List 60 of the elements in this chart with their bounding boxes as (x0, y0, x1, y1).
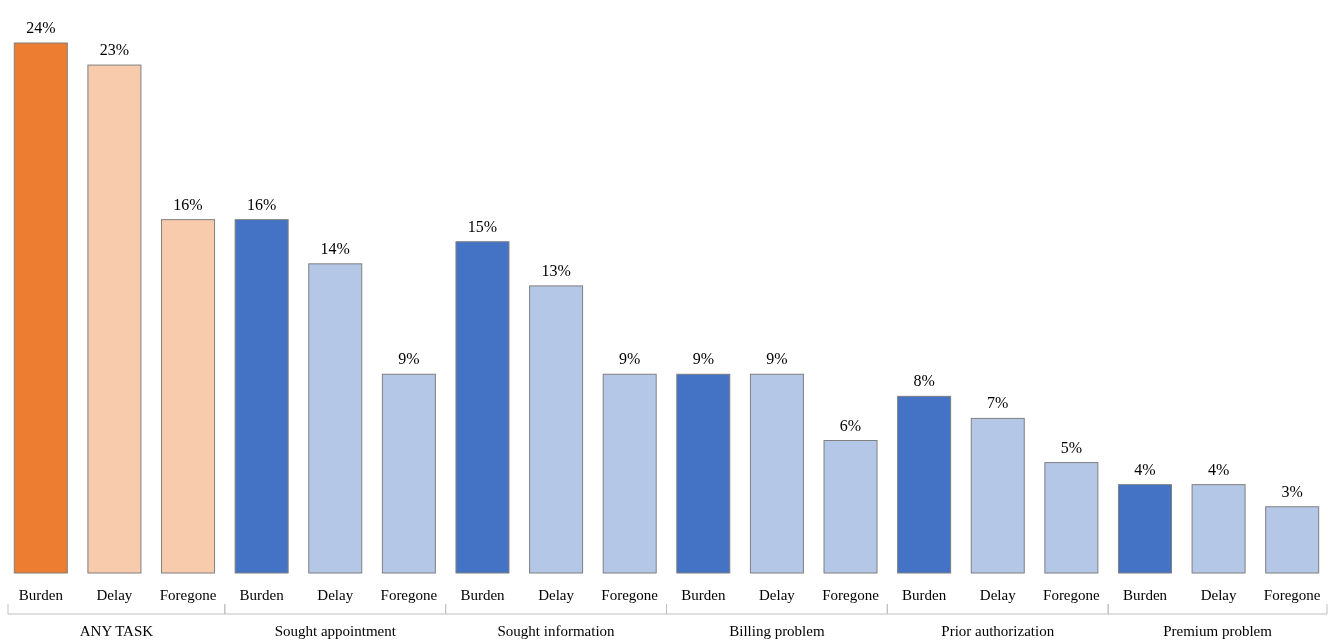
text: ANY TASK (79, 623, 154, 639)
data-label: 9% (619, 350, 641, 368)
data-label: 9% (398, 350, 420, 368)
bar (455, 241, 510, 574)
data-label: 23% (99, 41, 130, 59)
x-tick-label: Foregone (1263, 586, 1321, 603)
data-label: 16% (246, 195, 277, 213)
bar (161, 219, 216, 574)
x-tick-label: Burden (18, 586, 64, 603)
x-tick-label: Foregone (159, 586, 217, 603)
x-tick-label: Foregone (822, 586, 880, 603)
x-tick-label: Burden (902, 586, 947, 603)
x-tick-label: Foregone (380, 586, 438, 603)
bar (1117, 484, 1172, 574)
data-label: 8% (913, 372, 935, 390)
data-label: 24% (26, 19, 56, 36)
bar (823, 440, 878, 574)
bar (970, 417, 1025, 574)
bar (676, 373, 731, 574)
x-tick-label: Burden (239, 586, 285, 603)
data-label: 16% (173, 195, 203, 213)
x-tick-label: Delay (96, 586, 133, 603)
bar (1191, 484, 1246, 574)
data-label: 4% (1207, 460, 1230, 478)
text: Premium problem (1163, 623, 1273, 639)
data-label: 14% (320, 239, 350, 257)
x-tick-label: Delay (1200, 586, 1237, 603)
x-tick-label: Delay (317, 586, 354, 603)
bar (897, 395, 952, 574)
data-label: 6% (839, 416, 862, 434)
data-label: 13% (541, 261, 571, 279)
data-label: 3% (1281, 482, 1303, 500)
text: Prior authorization (941, 623, 1055, 639)
bar (234, 219, 289, 574)
data-label: 9% (766, 350, 788, 368)
bar (602, 373, 657, 574)
bar (87, 64, 142, 574)
x-tick-label: Delay (979, 586, 1017, 603)
bar (749, 373, 804, 574)
data-label: 4% (1134, 460, 1156, 478)
bar (1265, 506, 1320, 574)
data-label: 5% (1060, 438, 1083, 456)
bar (381, 373, 436, 574)
x-tick-label: Burden (681, 586, 726, 603)
data-label: 7% (987, 394, 1009, 412)
x-tick-label: Foregone (1043, 586, 1101, 603)
bar (1044, 462, 1099, 574)
data-label: 15% (467, 217, 498, 235)
x-tick-label: Foregone (601, 586, 659, 603)
x-tick-label: Delay (538, 586, 575, 603)
text: Billing problem (729, 623, 825, 639)
text: Sought information (497, 623, 616, 639)
bar (13, 42, 68, 574)
x-tick-label: Burden (460, 586, 506, 603)
data-label: 9% (692, 350, 714, 368)
bar (308, 263, 363, 574)
text: Sought appointment (274, 623, 397, 639)
x-tick-label: Delay (759, 586, 796, 603)
bar (529, 285, 584, 574)
x-tick-label: Burden (1122, 586, 1168, 603)
